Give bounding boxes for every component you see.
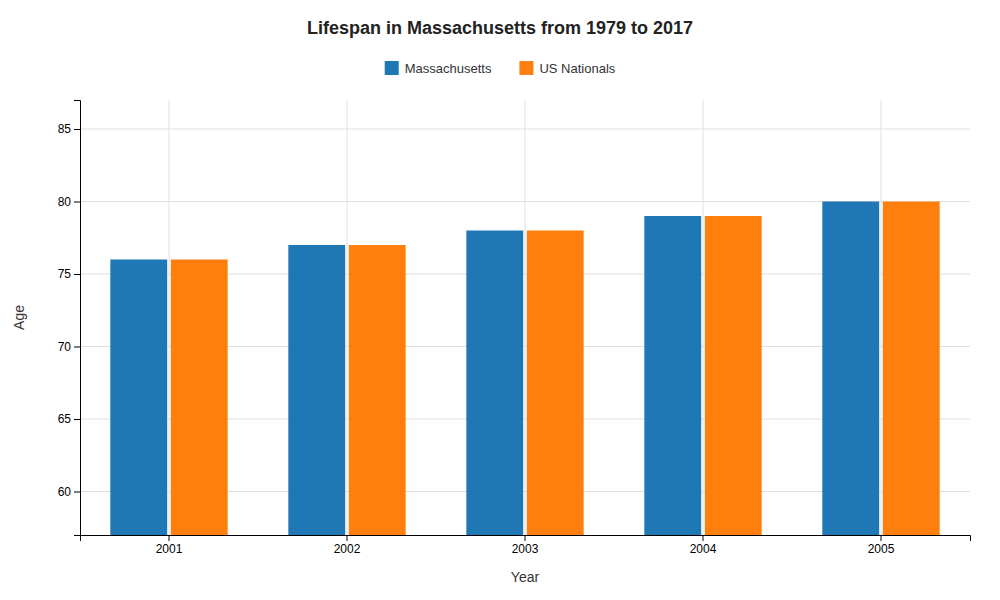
bar bbox=[822, 202, 879, 536]
y-axis: 60 65 70 75 80 85 bbox=[58, 101, 81, 536]
tick: 85 bbox=[58, 122, 80, 136]
bar bbox=[466, 231, 523, 536]
tick: 70 bbox=[58, 340, 80, 354]
x-axis: 2001 2002 2003 2004 2005 bbox=[81, 535, 971, 556]
tick-mark bbox=[74, 492, 80, 493]
legend-label: US Nationals bbox=[539, 61, 615, 76]
tick: 80 bbox=[58, 195, 80, 209]
tick-mark bbox=[74, 347, 80, 348]
axis-line bbox=[81, 536, 971, 542]
tick-label: 70 bbox=[58, 340, 72, 354]
grid-line bbox=[347, 100, 348, 535]
tick-label: 60 bbox=[58, 485, 72, 499]
tick-mark bbox=[74, 274, 80, 275]
tick-label: 2004 bbox=[690, 542, 717, 556]
tick-mark bbox=[74, 129, 80, 130]
grid-line bbox=[525, 100, 526, 535]
bar bbox=[883, 202, 940, 536]
legend-swatch bbox=[519, 61, 533, 75]
tick: 2005 bbox=[868, 535, 895, 556]
legend-item: US Nationals bbox=[519, 61, 615, 76]
bar-series bbox=[171, 202, 940, 536]
title: Lifespan in Massachusetts from 1979 to 2… bbox=[307, 18, 693, 38]
grid-line bbox=[169, 100, 170, 535]
legend-label: Massachusetts bbox=[405, 61, 492, 76]
tick: 2004 bbox=[690, 535, 717, 556]
x-axis-title: Year bbox=[511, 569, 540, 585]
tick-mark bbox=[74, 202, 80, 203]
y-axis-title: Age bbox=[11, 305, 27, 330]
tick-mark bbox=[169, 535, 170, 541]
tick: 65 bbox=[58, 412, 80, 426]
plot: 2001 2002 2003 2004 2005 60 65 70 75 80 85 bbox=[58, 100, 971, 600]
tick: 2003 bbox=[512, 535, 539, 556]
tick-mark bbox=[347, 535, 348, 541]
bar bbox=[527, 231, 584, 536]
bar bbox=[644, 216, 701, 535]
legend: Massachusetts US Nationals bbox=[385, 61, 616, 76]
bar bbox=[705, 216, 762, 535]
tick-label: 75 bbox=[58, 267, 72, 281]
tick-label: 2002 bbox=[334, 542, 361, 556]
tick-label: 65 bbox=[58, 412, 72, 426]
tick-label: 80 bbox=[58, 195, 72, 209]
tick: 2002 bbox=[334, 535, 361, 556]
grid-line bbox=[703, 100, 704, 535]
tick-label: 2005 bbox=[868, 542, 895, 556]
tick-label: 2003 bbox=[512, 542, 539, 556]
tick-mark bbox=[703, 535, 704, 541]
tick-label: 2001 bbox=[156, 542, 183, 556]
tick-mark bbox=[881, 535, 882, 541]
bars bbox=[110, 202, 939, 536]
bar bbox=[349, 245, 406, 535]
legend-swatch bbox=[385, 61, 399, 75]
tick-mark bbox=[74, 419, 80, 420]
legend-item: Massachusetts bbox=[385, 61, 492, 76]
bar-series bbox=[110, 202, 879, 536]
bar bbox=[288, 245, 345, 535]
bar bbox=[110, 260, 167, 536]
tick-mark bbox=[525, 535, 526, 541]
chart: 2001 2002 2003 2004 2005 60 65 70 75 80 85 Year Age L… bbox=[0, 0, 1000, 600]
grid-line bbox=[881, 100, 882, 535]
tick-label: 85 bbox=[58, 122, 72, 136]
tick: 60 bbox=[58, 485, 80, 499]
tick: 75 bbox=[58, 267, 80, 281]
axis-line bbox=[74, 101, 81, 536]
bar bbox=[171, 260, 228, 536]
tick: 2001 bbox=[156, 535, 183, 556]
